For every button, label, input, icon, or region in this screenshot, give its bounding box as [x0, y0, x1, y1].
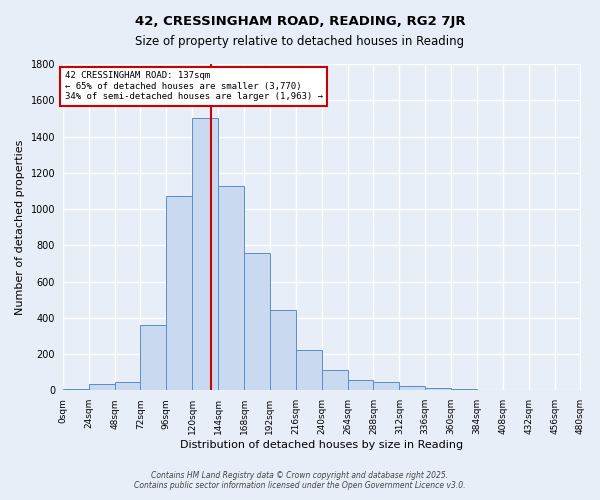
Bar	[425, 388, 451, 390]
X-axis label: Distribution of detached houses by size in Reading: Distribution of detached houses by size …	[180, 440, 463, 450]
Bar	[400, 386, 425, 390]
Bar	[192, 118, 218, 390]
Bar	[166, 196, 192, 390]
Text: 42 CRESSINGHAM ROAD: 137sqm
← 65% of detached houses are smaller (3,770)
34% of : 42 CRESSINGHAM ROAD: 137sqm ← 65% of det…	[65, 72, 323, 101]
Bar	[89, 384, 115, 390]
Bar	[347, 380, 373, 390]
Bar	[218, 186, 244, 390]
Text: Size of property relative to detached houses in Reading: Size of property relative to detached ho…	[136, 35, 464, 48]
Text: Contains HM Land Registry data © Crown copyright and database right 2025.
Contai: Contains HM Land Registry data © Crown c…	[134, 470, 466, 490]
Bar	[373, 382, 400, 390]
Bar	[244, 252, 270, 390]
Bar	[451, 388, 477, 390]
Bar	[296, 350, 322, 391]
Text: 42, CRESSINGHAM ROAD, READING, RG2 7JR: 42, CRESSINGHAM ROAD, READING, RG2 7JR	[134, 15, 466, 28]
Bar	[322, 370, 347, 390]
Bar	[63, 388, 89, 390]
Bar	[140, 325, 166, 390]
Y-axis label: Number of detached properties: Number of detached properties	[15, 140, 25, 315]
Bar	[115, 382, 140, 390]
Bar	[270, 310, 296, 390]
